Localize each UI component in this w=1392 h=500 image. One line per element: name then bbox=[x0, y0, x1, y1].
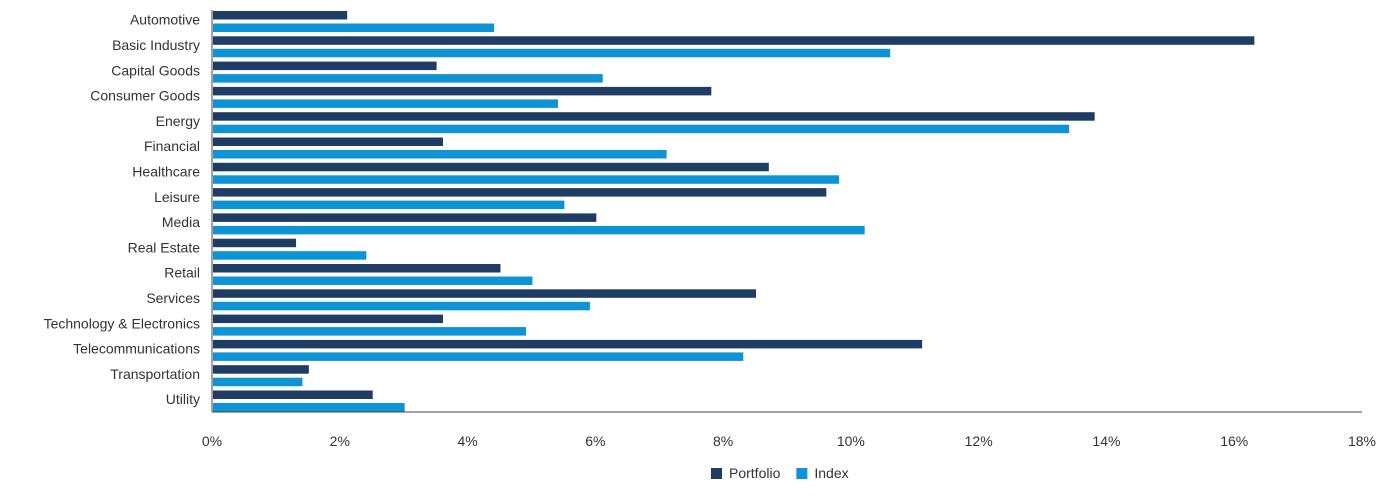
category-label: Financial bbox=[144, 138, 200, 154]
category-label: Real Estate bbox=[128, 239, 201, 255]
category-label: Energy bbox=[156, 113, 200, 129]
x-tick-label: 18% bbox=[1348, 433, 1376, 449]
legend-swatch-portfolio bbox=[711, 468, 722, 479]
bar-index bbox=[213, 200, 565, 210]
x-tick-label: 8% bbox=[713, 433, 733, 449]
bar-index bbox=[213, 175, 840, 184]
category-label: Capital Goods bbox=[111, 62, 200, 78]
bar-portfolio bbox=[213, 339, 923, 349]
bar-index bbox=[213, 23, 495, 32]
category-label: Services bbox=[146, 290, 200, 306]
bar-portfolio bbox=[213, 86, 712, 96]
bar-index bbox=[213, 48, 891, 58]
category-label: Telecommunications bbox=[73, 341, 200, 357]
category-label: Technology & Electronics bbox=[44, 315, 200, 331]
legend-label-portfolio: Portfolio bbox=[729, 465, 781, 481]
category-label: Automotive bbox=[130, 12, 200, 28]
bars-layer bbox=[213, 11, 1255, 412]
x-tick-label: 2% bbox=[330, 433, 350, 449]
x-tick-label: 16% bbox=[1220, 433, 1248, 449]
legend-label-index: Index bbox=[814, 465, 848, 481]
legend-swatch-index bbox=[796, 468, 808, 479]
x-tick-label: 12% bbox=[965, 433, 993, 449]
bar-index bbox=[213, 150, 667, 159]
bar-portfolio bbox=[213, 137, 443, 146]
bar-index bbox=[213, 301, 590, 311]
bar-index bbox=[213, 251, 367, 260]
bar-index bbox=[213, 327, 527, 336]
x-axis-ticks: 0% 2% 4% 6% 8% 10% 12% 14% 16% 18% bbox=[202, 433, 1376, 449]
category-label: Leisure bbox=[154, 189, 200, 205]
category-label: Retail bbox=[164, 265, 200, 281]
bar-portfolio bbox=[213, 11, 348, 20]
category-label: Transportation bbox=[110, 366, 200, 382]
x-tick-label: 0% bbox=[202, 433, 222, 449]
bar-index bbox=[213, 124, 1070, 134]
legend: Portfolio Index bbox=[711, 465, 849, 481]
bar-index bbox=[213, 352, 744, 361]
x-tick-label: 6% bbox=[585, 433, 605, 449]
category-label: Basic Industry bbox=[112, 37, 200, 53]
category-label: Consumer Goods bbox=[90, 88, 200, 104]
category-label: Utility bbox=[166, 391, 200, 407]
bar-index bbox=[213, 276, 533, 285]
bar-index bbox=[213, 403, 405, 412]
x-tick-label: 14% bbox=[1092, 433, 1120, 449]
bar-portfolio bbox=[213, 61, 437, 71]
bar-portfolio bbox=[213, 213, 597, 222]
bar-index bbox=[213, 225, 865, 235]
bar-portfolio bbox=[213, 264, 501, 273]
bar-portfolio bbox=[213, 314, 443, 324]
x-tick-label: 10% bbox=[837, 433, 865, 449]
bar-portfolio bbox=[213, 289, 757, 298]
bar-portfolio bbox=[213, 365, 309, 374]
bar-portfolio bbox=[213, 36, 1255, 45]
bar-portfolio bbox=[213, 238, 297, 248]
bar-index bbox=[213, 99, 558, 108]
category-labels: Automotive Basic Industry Capital Goods Con… bbox=[44, 12, 201, 408]
bar-index bbox=[213, 74, 603, 83]
x-tick-label: 4% bbox=[457, 433, 477, 449]
category-label: Healthcare bbox=[132, 164, 200, 180]
bar-index bbox=[213, 377, 303, 387]
category-label: Media bbox=[162, 214, 200, 230]
bar-portfolio bbox=[213, 390, 373, 399]
bar-portfolio bbox=[213, 112, 1095, 121]
bar-portfolio bbox=[213, 188, 827, 197]
bar-portfolio bbox=[213, 162, 769, 172]
